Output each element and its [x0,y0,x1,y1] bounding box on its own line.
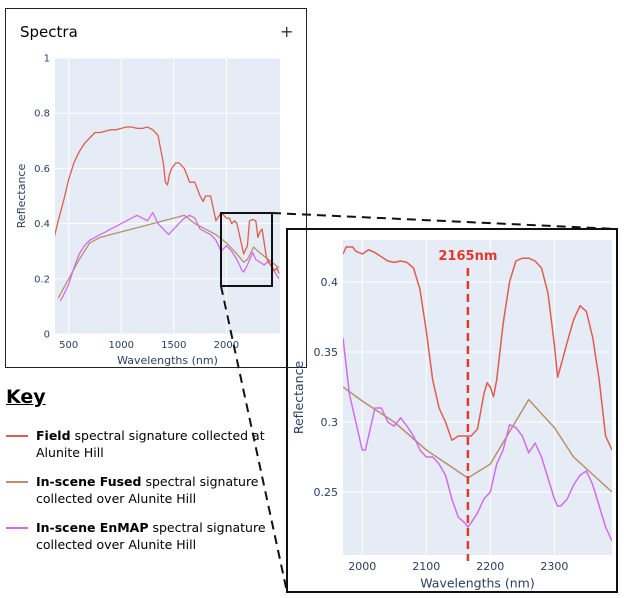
key-label-enmap: In-scene EnMAP [36,520,149,535]
panel-title: Spectra [20,23,78,41]
zoom-y-tick-label: 0.35 [314,346,339,359]
connector-line-top [271,212,618,230]
main-y-tick-label: 0.4 [34,219,50,230]
main-y-tick-label: 0.8 [34,109,50,120]
key-swatch-enmap [6,527,28,529]
zoom-frame [286,228,618,593]
zoom-x-tick-label: 2100 [412,560,440,573]
zoom-x-tick-label: 2000 [348,560,376,573]
key-title: Key [6,386,46,408]
connector-line-bottom [220,285,288,593]
main-x-tick-label: 2000 [214,340,239,351]
zoom-series-fused [343,386,612,493]
key-label-field: Field [36,428,71,443]
main-x-tick-label: 500 [59,340,78,351]
zoom-x-tick-label: 2200 [476,560,504,573]
key-desc-enmap: spectral signature collected over Alunit… [36,520,266,552]
main-chart: 500 1000 1500 2000 0 0.2 0.4 0.6 0.8 1 Wavelengths… [15,54,280,367]
zoom-plot-area [343,240,612,555]
zoom-selection-box [220,212,273,287]
key-desc-field: spectral signature collected at Alunite … [36,428,265,460]
main-series-enmap [59,211,280,302]
main-y-axis-title: Reflectance [15,164,28,229]
expand-button[interactable]: + [280,22,294,41]
main-series-fused [57,214,280,299]
main-x-tick-label: 1000 [109,340,134,351]
key-desc-fused: spectral signature collected over Alunit… [36,474,259,506]
key-swatch-fused [6,481,28,483]
zoom-series-enmap [343,337,612,542]
key-label-fused: In-scene Fused [36,474,142,489]
key-swatch-field [6,435,28,437]
main-y-tick-label: 0.2 [34,274,50,285]
zoom-y-axis-title: Reflectance [291,361,306,435]
main-x-tick-label: 1500 [161,340,186,351]
zoom-x-axis-title: Wavelengths (nm) [420,576,535,591]
main-plot-area [55,58,280,334]
zoom-annotation-label: 2165nm [438,249,497,264]
zoom-x-tick-label: 2300 [540,560,568,573]
main-series-field [55,126,280,274]
zoom-series-field [343,246,612,451]
zoom-y-tick-label: 0.3 [321,416,339,429]
main-y-tick-label: 1 [44,54,50,65]
zoom-chart: 2000 2100 2200 2300 0.25 0.3 0.35 0.4 Wavelength… [291,240,612,591]
main-x-axis-title: Wavelengths (nm) [117,354,218,367]
zoom-y-tick-label: 0.4 [321,276,339,289]
zoom-y-tick-label: 0.25 [314,486,339,499]
main-y-tick-label: 0.6 [34,164,50,175]
main-y-tick-label: 0 [44,330,50,341]
key-legend: Key Field spectral signature collected a… [6,386,266,552]
